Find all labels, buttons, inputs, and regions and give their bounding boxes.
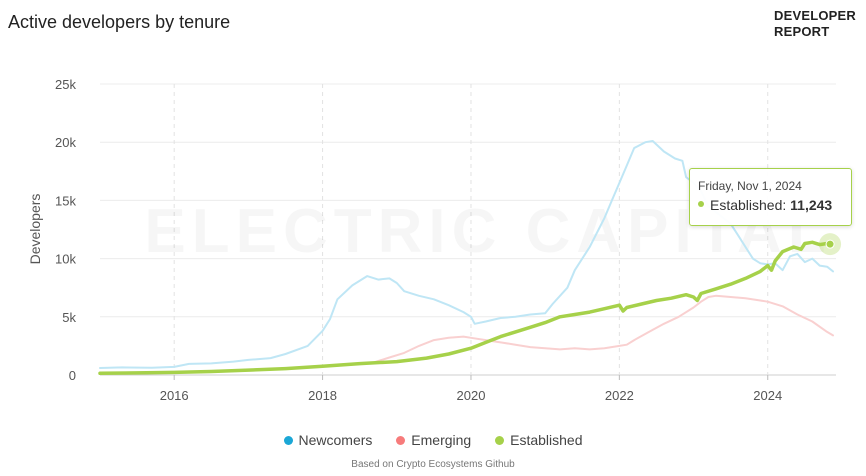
chart-title: Active developers by tenure xyxy=(8,12,231,32)
y-tick-label: 15k xyxy=(55,193,76,208)
tooltip-series-name: Established xyxy=(710,197,783,213)
brand-line-1: DEVELOPER xyxy=(774,8,856,23)
legend-item-established[interactable]: Established xyxy=(495,432,583,448)
tooltip-date: Friday, Nov 1, 2024 xyxy=(698,179,802,193)
x-tick-label: 2022 xyxy=(605,388,634,403)
x-tick-label: 2018 xyxy=(308,388,337,403)
y-tick-label: 0 xyxy=(69,368,76,383)
tooltip-series-dot xyxy=(698,201,704,208)
series-line-emerging xyxy=(373,294,834,364)
legend-dot-newcomers xyxy=(283,435,293,445)
legend-label-established: Established xyxy=(510,432,583,448)
legend-label-newcomers: Newcomers xyxy=(298,432,373,448)
legend-dot-established xyxy=(495,435,505,445)
y-axis-label: Developers xyxy=(27,194,43,265)
tooltip-value: 11,243 xyxy=(790,197,833,213)
chart-legend: Newcomers Emerging Established xyxy=(0,432,866,448)
source-note: Based on Crypto Ecosystems Github xyxy=(351,459,515,470)
x-tick-label: 2016 xyxy=(160,388,189,403)
brand-line-2: REPORT xyxy=(774,24,830,39)
legend-item-emerging[interactable]: Emerging xyxy=(396,432,471,448)
y-tick-label: 20k xyxy=(55,135,76,150)
series-line-newcomers xyxy=(99,140,834,369)
y-tick-label: 5k xyxy=(62,310,76,325)
series-line-established xyxy=(98,240,832,376)
y-tick-label: 10k xyxy=(55,252,76,267)
x-tick-label: 2024 xyxy=(753,388,782,403)
report-brand: DEVELOPER REPORT xyxy=(774,8,856,40)
x-tick-label: 2020 xyxy=(457,388,486,403)
y-tick-label: 25k xyxy=(55,77,76,92)
legend-item-newcomers[interactable]: Newcomers xyxy=(283,432,373,448)
legend-label-emerging: Emerging xyxy=(411,432,472,448)
legend-dot-emerging xyxy=(396,435,406,445)
highlight-point xyxy=(825,239,835,249)
chart-tooltip: Friday, Nov 1, 2024 Established: 11,243 xyxy=(689,168,852,226)
tooltip-row: Established: 11,243 xyxy=(698,197,832,213)
